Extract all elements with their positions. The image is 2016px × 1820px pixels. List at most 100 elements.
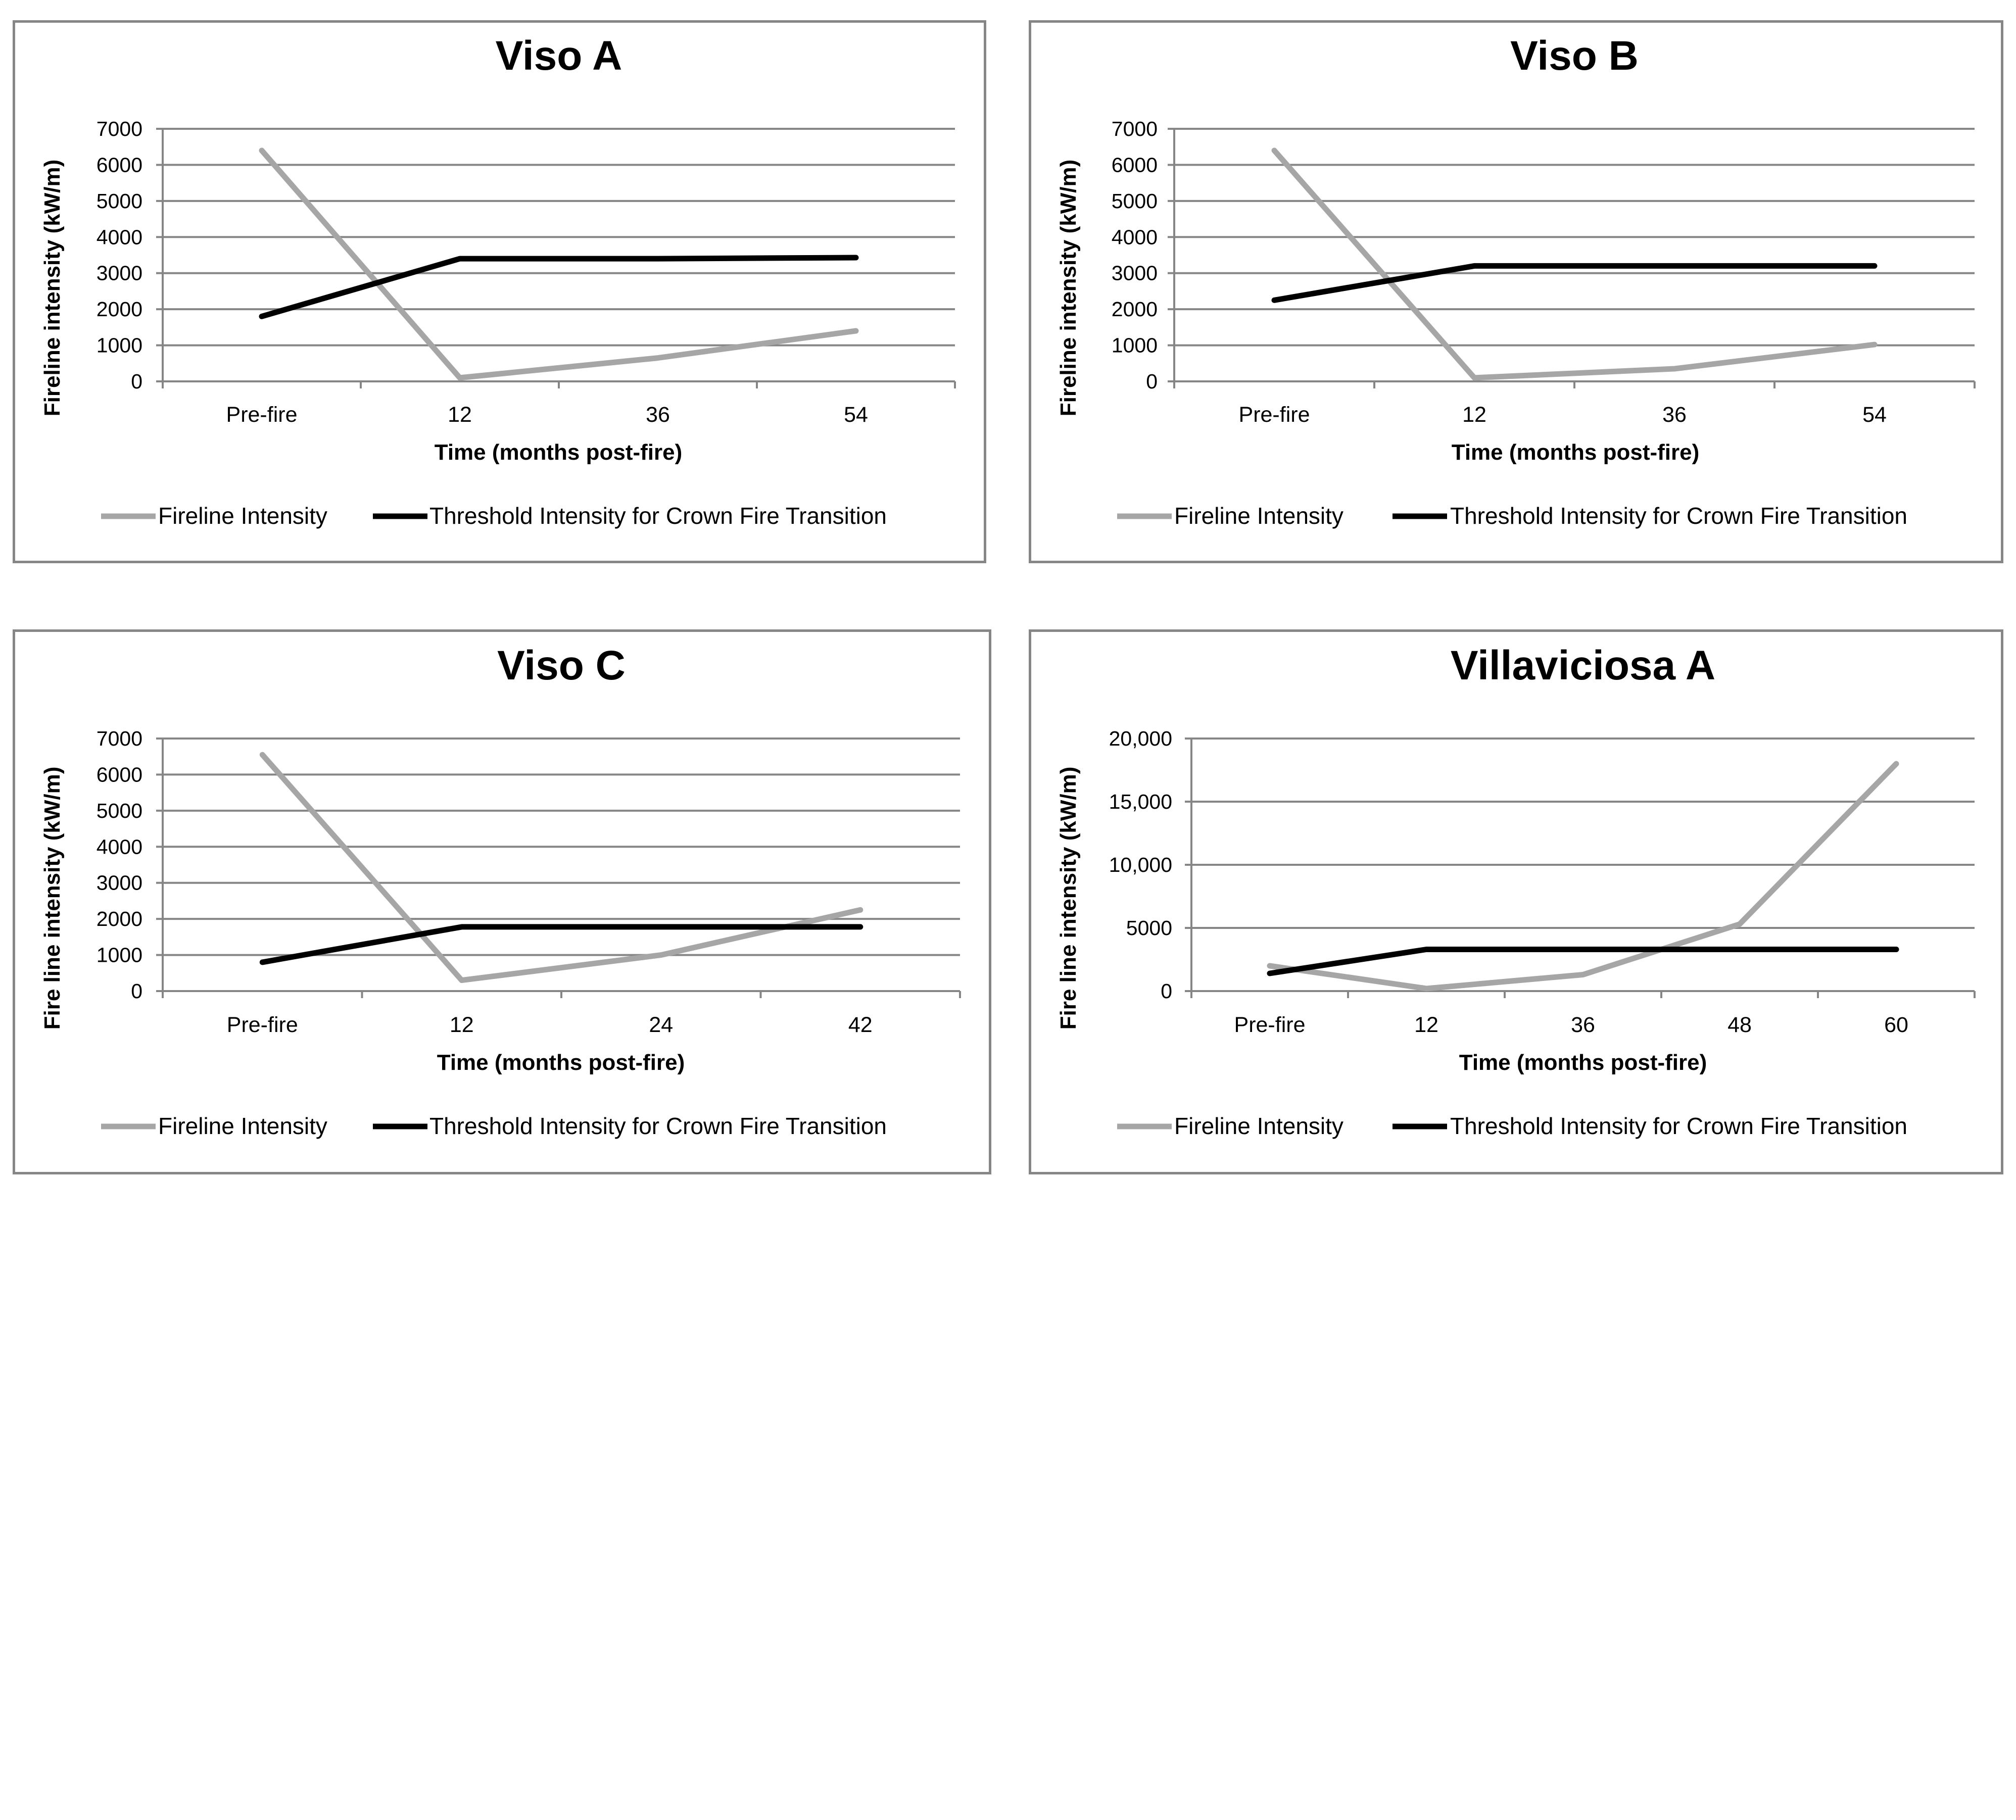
data-point [459, 376, 461, 379]
legend-label: Fireline Intensity [158, 503, 327, 529]
series-line-threshold-intensity [259, 924, 863, 965]
chart-panel-villaviciosa-a: Villaviciosa A 0 5000 10,000 15,000 20,000 Pre… [1029, 629, 2003, 1174]
data-point [1739, 948, 1741, 951]
data-point [859, 909, 861, 911]
y-tick-label: 5000 [1112, 189, 1158, 213]
y-tick-label: 20,000 [1109, 727, 1172, 750]
x-axis-label: Time (months post-fire) [1459, 1050, 1707, 1075]
y-tick-label: 4000 [1112, 225, 1158, 249]
data-point [261, 315, 263, 318]
data-point [261, 754, 264, 756]
chart-panel-viso-b: Viso B 0 1000 2000 3000 4000 5000 6000 7000 Pre-f… [1029, 20, 2003, 563]
series-line-threshold-intensity [1267, 947, 1899, 976]
x-tick-label: 54 [844, 403, 868, 427]
series-line-fireline-intensity [1271, 147, 1878, 381]
chart-svg: Viso C 0 1000 2000 3000 4000 5000 6000 7000 Pre-f… [40, 643, 961, 1139]
y-tick-label: 4000 [97, 835, 142, 858]
data-point [1739, 923, 1741, 925]
x-tick-label: Pre-fire [227, 1013, 298, 1037]
data-point [1874, 265, 1876, 267]
x-tick-label: 12 [1414, 1013, 1438, 1037]
legend-label: Threshold Intensity for Crown Fire Trans… [1450, 1113, 1907, 1139]
data-point [1673, 265, 1675, 267]
x-tick-label: Pre-fire [226, 403, 298, 427]
x-tick-label: 12 [450, 1013, 474, 1037]
data-point [855, 330, 857, 332]
data-point [261, 961, 264, 963]
series-line-fireline-intensity [259, 752, 863, 983]
y-tick-label: 7000 [97, 727, 142, 750]
y-tick-label: 7000 [97, 117, 142, 140]
data-point [1425, 988, 1427, 990]
y-axis-label: Fireline intensity (kW/m) [40, 160, 65, 417]
data-point [1269, 972, 1271, 974]
data-point [855, 257, 857, 259]
y-tick-label: 3000 [97, 871, 142, 895]
data-point [660, 925, 662, 928]
data-point [1273, 149, 1275, 152]
y-axis-label: Fireline intensity (kW/m) [1056, 160, 1081, 417]
data-point [660, 954, 662, 956]
y-tick-label: 5000 [97, 799, 142, 822]
chart-svg: Viso A 0 1000 2000 3000 4000 5000 6000 7000 Pre-f… [40, 33, 956, 529]
chart-panel-viso-a: Viso A 0 1000 2000 3000 4000 5000 6000 7000 Pre-f… [13, 20, 986, 563]
x-tick-label: 12 [1462, 403, 1486, 427]
x-tick-label: 54 [1862, 403, 1887, 427]
x-tick-label: 48 [1727, 1013, 1752, 1037]
data-point [1673, 368, 1675, 370]
y-tick-label: 1000 [1112, 334, 1158, 357]
data-point [460, 979, 463, 981]
data-point [1582, 973, 1584, 976]
y-tick-label: 1000 [97, 944, 142, 967]
y-tick-label: 1000 [97, 334, 142, 357]
y-tick-label: 0 [1146, 370, 1158, 393]
data-point [261, 149, 263, 152]
chart-title: Viso C [497, 643, 626, 688]
series-line-fireline-intensity [1267, 761, 1899, 992]
data-point [859, 925, 861, 928]
x-tick-label: Pre-fire [1239, 403, 1310, 427]
y-tick-label: 15,000 [1109, 790, 1172, 813]
y-tick-label: 0 [1161, 979, 1172, 1003]
x-axis-label: Time (months post-fire) [437, 1050, 685, 1075]
data-point [1269, 965, 1271, 967]
y-axis-label: Fire line intensity (kW/m) [1056, 767, 1081, 1030]
y-tick-label: 7000 [1112, 117, 1158, 140]
chart-panel-viso-c: Viso C 0 1000 2000 3000 4000 5000 6000 7000 Pre-f… [13, 629, 991, 1174]
x-tick-label: 60 [1884, 1013, 1908, 1037]
chart-title: Villaviciosa A [1451, 643, 1715, 688]
x-axis-label: Time (months post-fire) [435, 440, 683, 465]
chart-svg: Viso B 0 1000 2000 3000 4000 5000 6000 7000 Pre-f… [1056, 33, 1976, 529]
legend-label: Fireline Intensity [1174, 1113, 1343, 1139]
y-tick-label: 3000 [1112, 262, 1158, 285]
legend-label: Threshold Intensity for Crown Fire Trans… [429, 1113, 887, 1139]
data-point [657, 357, 659, 359]
data-point [459, 258, 461, 260]
y-tick-label: 0 [131, 370, 142, 393]
y-tick-label: 6000 [97, 153, 142, 176]
y-tick-label: 6000 [1112, 153, 1158, 176]
x-tick-label: 36 [1571, 1013, 1595, 1037]
x-tick-label: 42 [848, 1013, 873, 1037]
y-tick-label: 2000 [1112, 298, 1158, 321]
y-tick-label: 5000 [1126, 916, 1172, 940]
data-point [1273, 299, 1275, 302]
data-point [1473, 376, 1475, 379]
x-tick-label: 12 [448, 403, 472, 427]
legend-label: Threshold Intensity for Crown Fire Trans… [1450, 503, 1907, 529]
y-tick-label: 5000 [97, 189, 142, 213]
y-tick-label: 3000 [97, 262, 142, 285]
data-point [1895, 948, 1897, 951]
y-tick-label: 4000 [97, 225, 142, 249]
x-axis-label: Time (months post-fire) [1452, 440, 1700, 465]
series-line-fireline-intensity [259, 147, 859, 381]
legend-label: Threshold Intensity for Crown Fire Trans… [429, 503, 887, 529]
data-point [1425, 948, 1427, 951]
y-tick-label: 2000 [97, 907, 142, 930]
data-point [1895, 763, 1897, 765]
series-line-threshold-intensity [1271, 263, 1878, 303]
x-tick-label: 36 [646, 403, 670, 427]
y-tick-label: 6000 [97, 763, 142, 786]
x-tick-label: 24 [649, 1013, 673, 1037]
y-axis-label: Fire line intensity (kW/m) [40, 767, 65, 1030]
